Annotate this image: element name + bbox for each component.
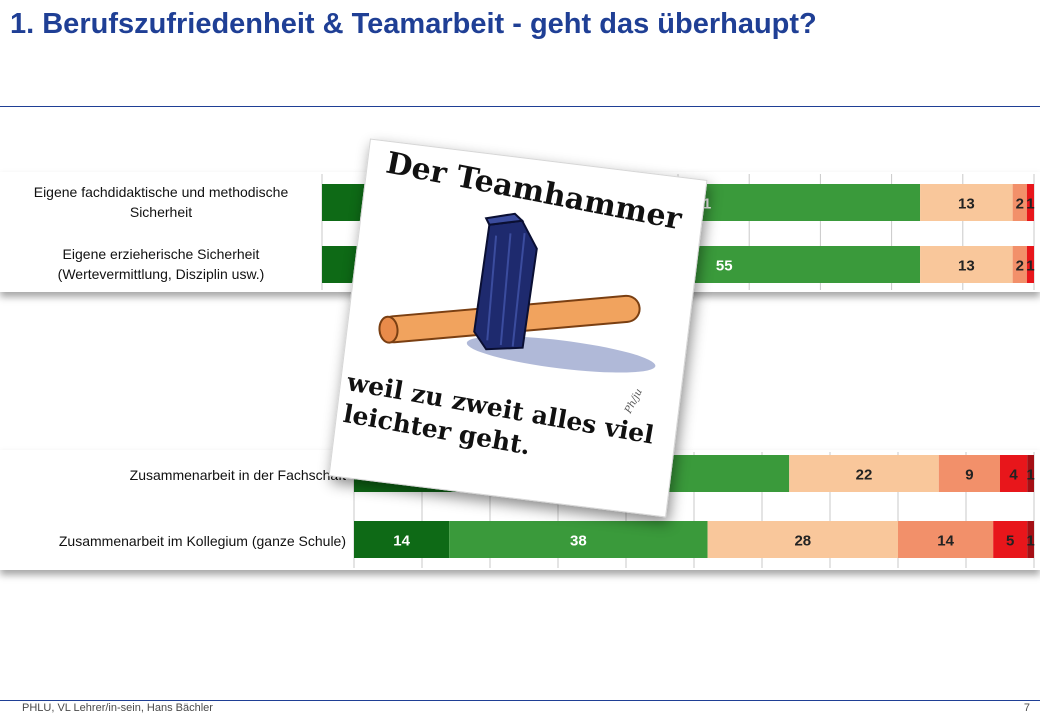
data-label-row1-s3: 13 — [958, 196, 975, 213]
bar-segment-row1-s6 — [1027, 455, 1034, 492]
data-label-row1-s5: 1 — [1026, 196, 1034, 213]
bar-segment-row1-s3 — [789, 455, 939, 492]
data-label-row2-s5: 1 — [1026, 258, 1034, 275]
bar-segment-row2-s6 — [1027, 521, 1034, 558]
row-label-erzieherische-sicherheit: Eigene erzieherische Sicherheit (Werteve… — [57, 246, 265, 282]
bar-segment-row2-s3 — [920, 246, 1013, 283]
bar-segment-row1-s4 — [938, 455, 1000, 492]
data-label-row2-s6: 1 — [1026, 533, 1034, 550]
footer-divider — [0, 700, 1040, 701]
data-label-row2-s2: 55 — [716, 258, 733, 275]
title-divider — [0, 106, 1040, 107]
page-number: 7 — [1023, 702, 1030, 714]
data-label-row2-s4: 14 — [937, 533, 954, 550]
bar-segment-row2-s5 — [993, 521, 1028, 558]
bar-segment-row1-s3 — [920, 184, 1013, 221]
data-label-row2-s5: 5 — [1006, 533, 1014, 550]
data-label-row2-s1: 14 — [393, 533, 410, 550]
bar-segment-row2-s2 — [449, 521, 708, 558]
bar-segment-row2-s5 — [1026, 246, 1034, 283]
bar-segment-row2-s1 — [354, 521, 450, 558]
data-label-row1-s4: 2 — [1016, 196, 1024, 213]
data-label-row1-s3: 22 — [856, 467, 873, 484]
data-label-row1-s6: 1 — [1026, 467, 1034, 484]
data-label-row2-s3: 28 — [794, 533, 811, 550]
bar-segment-row1-s4 — [1012, 184, 1027, 221]
hammer-illustration — [378, 212, 656, 373]
row-label-fachschaft: Zusammenarbeit in der Fachschaft — [129, 467, 346, 483]
bar-segment-row2-s4 — [1012, 246, 1027, 283]
bar-segment-row1-s5 — [1000, 455, 1028, 492]
teamhammer-cartoon: Der Teamhammer Ph/ju weil zu zweit alles… — [328, 138, 708, 518]
data-label-row2-s4: 2 — [1016, 258, 1024, 275]
data-label-row1-s5: 4 — [1009, 467, 1018, 484]
hammer-head — [473, 212, 538, 351]
footer-text: PHLU, VL Lehrer/in-sein, Hans Bächler — [22, 702, 213, 714]
bar-segment-row1-s5 — [1026, 184, 1034, 221]
slide-title: 1. Berufszufriedenheit & Teamarbeit - ge… — [10, 8, 817, 40]
bar-segment-row2-s3 — [707, 521, 898, 558]
data-label-row2-s3: 13 — [958, 258, 975, 275]
bar-segment-row2-s4 — [898, 521, 994, 558]
data-label-row1-s4: 9 — [965, 467, 973, 484]
row-label-kollegium: Zusammenarbeit im Kollegium (ganze Schul… — [58, 533, 346, 549]
row-label-fachdidaktische-sicherheit: Eigene fachdidaktische und methodische S… — [33, 184, 289, 220]
data-label-row2-s2: 38 — [570, 533, 587, 550]
